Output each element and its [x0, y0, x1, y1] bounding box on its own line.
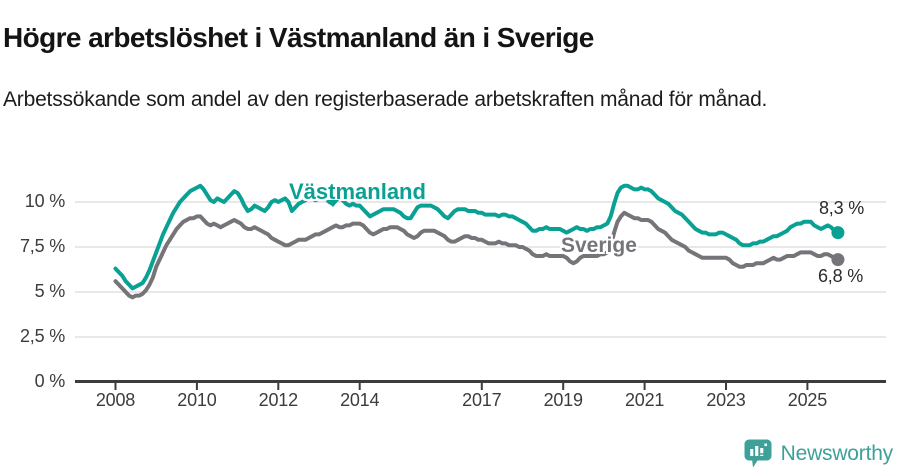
series-label-sverige: Sverige: [561, 234, 637, 257]
x-axis-label: 2010: [177, 390, 217, 410]
chart-subtitle: Arbetssökande som andel av den registerb…: [3, 88, 768, 111]
brand-footer: Newsworthy: [743, 438, 893, 469]
y-axis-label: 7,5 %: [19, 236, 65, 256]
y-axis-label: 0 %: [34, 371, 66, 391]
series-label-pointer-icon: [327, 200, 339, 207]
line-västmanland: [113, 183, 840, 291]
x-axis-label: 2023: [706, 390, 746, 410]
end-value-label-vastmanland: 8,3 %: [819, 198, 865, 218]
x-axis-label: 2025: [787, 390, 828, 410]
y-axis-label: 2,5 %: [19, 326, 65, 346]
y-axis-label: 5 %: [34, 281, 66, 301]
end-dot-västmanland: [831, 226, 845, 240]
x-axis-label: 2008: [95, 390, 136, 410]
y-axis-label: 10 %: [24, 191, 65, 211]
x-axis-label: 2012: [258, 390, 298, 410]
chart-speech-bubble-icon: [744, 439, 772, 468]
x-axis-label: 2017: [462, 390, 502, 410]
end-value-label-sverige: 6,8 %: [818, 266, 864, 286]
series-label-vastmanland: Västmanland: [289, 179, 426, 204]
x-axis-label: 2014: [340, 390, 380, 410]
x-axis-label: 2021: [624, 390, 665, 410]
page-title: Högre arbetslöshet i Västmanland än i Sv…: [3, 21, 594, 53]
end-dot-sverige: [831, 253, 845, 267]
x-axis-label: 2019: [543, 390, 583, 410]
brand-name: Newsworthy: [780, 441, 894, 465]
line-sverige: [113, 210, 840, 300]
